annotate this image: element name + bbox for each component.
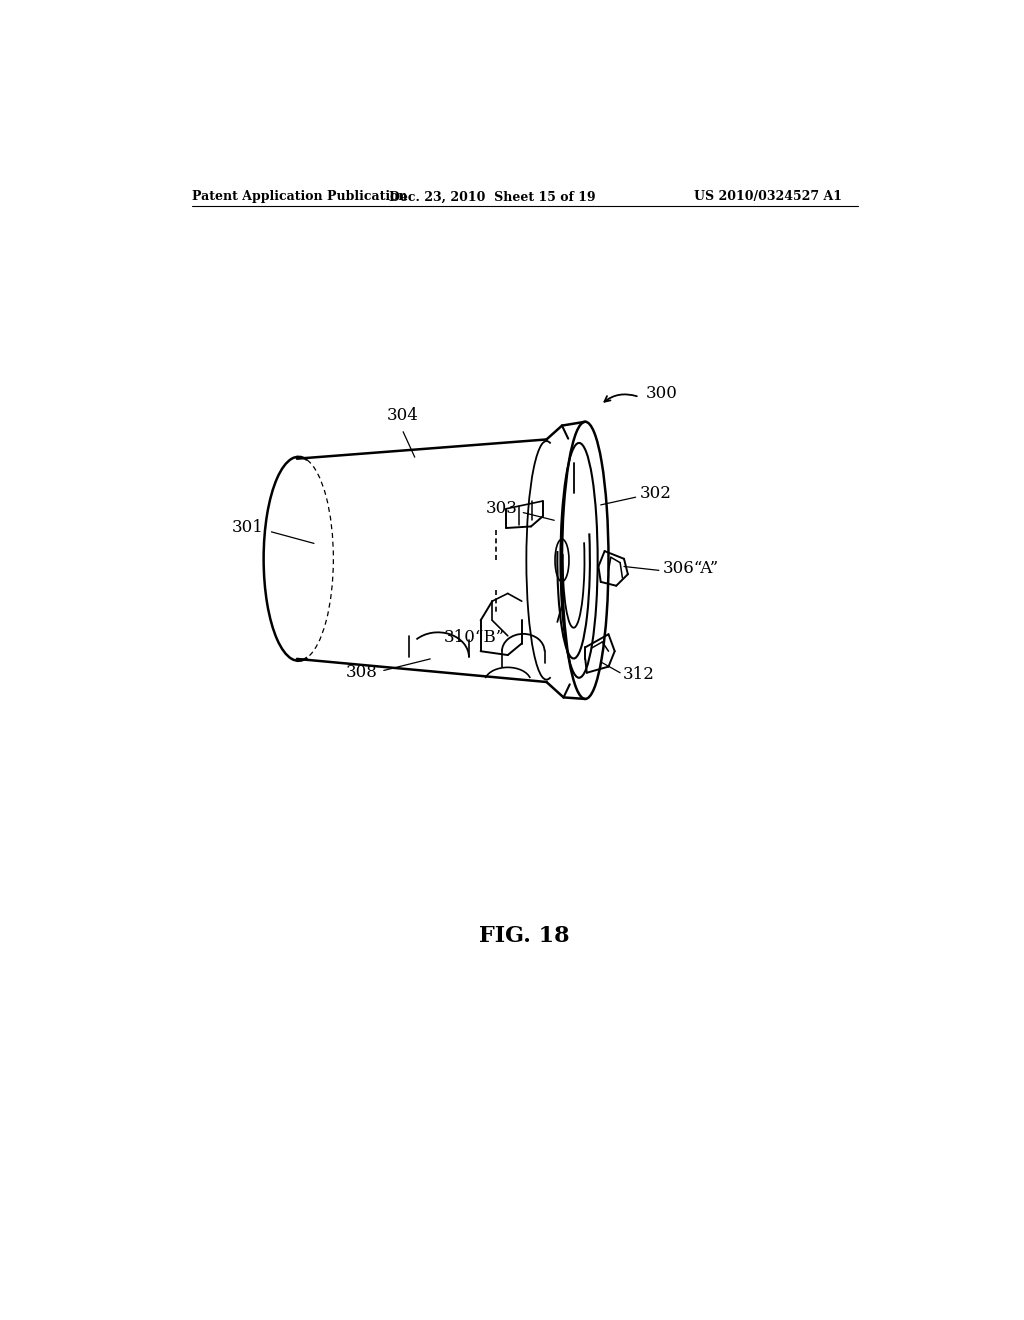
- Text: 308: 308: [346, 664, 378, 681]
- Text: 301: 301: [231, 520, 263, 536]
- Text: FIG. 18: FIG. 18: [479, 925, 570, 948]
- Text: US 2010/0324527 A1: US 2010/0324527 A1: [693, 190, 842, 203]
- Text: 310“B”: 310“B”: [444, 628, 506, 645]
- Text: 312: 312: [623, 665, 654, 682]
- Text: 302: 302: [640, 484, 672, 502]
- Text: 304: 304: [387, 407, 419, 424]
- Text: Patent Application Publication: Patent Application Publication: [191, 190, 408, 203]
- Text: 306“A”: 306“A”: [663, 560, 719, 577]
- Text: 303: 303: [486, 500, 518, 517]
- Text: 300: 300: [646, 384, 678, 401]
- Text: Dec. 23, 2010  Sheet 15 of 19: Dec. 23, 2010 Sheet 15 of 19: [389, 190, 596, 203]
